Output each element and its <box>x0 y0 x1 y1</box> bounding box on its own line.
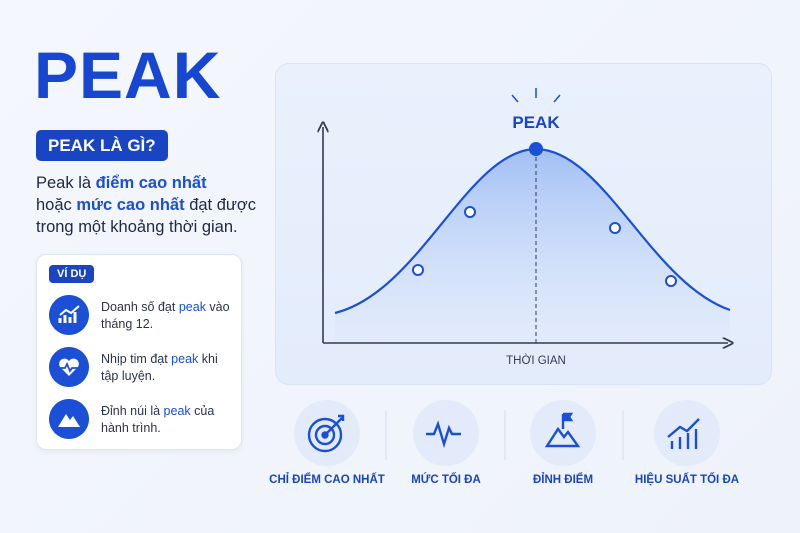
separators <box>385 410 624 460</box>
feature-label: HIỆU SUẤT TỐI ĐA <box>634 474 740 486</box>
definition: Peak là điểm cao nhất hoặc mức cao nhất … <box>36 172 266 238</box>
peak-point <box>529 142 543 156</box>
feature-label: CHỈ ĐIỂM CAO NHẤT <box>269 474 385 486</box>
highlight: peak <box>163 404 191 418</box>
title: PEAK <box>34 38 222 112</box>
text: Nhịp tim đạt <box>101 352 172 366</box>
x-axis-label: THỜI GIAN <box>506 354 566 367</box>
highlight: điểm cao nhất <box>95 174 207 192</box>
highlight: mức cao nhất <box>76 196 185 214</box>
text: Đỉnh núi là <box>101 404 164 418</box>
text: khi tập luyện. <box>101 352 218 383</box>
example-text: Đỉnh núi là peak của hành trình. <box>101 403 231 437</box>
heart-icon <box>49 347 89 387</box>
curve-area <box>335 149 730 343</box>
peak-rays <box>511 88 561 103</box>
icon-art <box>307 412 700 453</box>
highlight: peak <box>178 300 206 314</box>
mountain-icon <box>49 399 89 439</box>
feature-label: MỨC TỐI ĐA <box>411 474 481 486</box>
point <box>665 275 677 287</box>
point <box>609 222 621 234</box>
text: hoặc <box>36 196 77 214</box>
examples-card: VÍ DỤ Doanh số đạt peak vào tháng 12. Nh… <box>36 254 242 450</box>
example: Đỉnh núi là peak của hành trình. <box>49 399 234 443</box>
text: vào tháng 12. <box>101 300 230 331</box>
text: Peak là <box>36 174 96 192</box>
feature-icons <box>294 400 720 466</box>
text: đạt được trong một khoảng thời gian. <box>36 196 257 236</box>
point <box>464 206 476 218</box>
feature-label: ĐỈNH ĐIỂM <box>532 474 594 486</box>
example-text: Doanh số đạt peak vào tháng 12. <box>101 299 231 333</box>
text: của hành trình. <box>101 404 215 435</box>
peak-label: PEAK <box>512 113 560 132</box>
text: Doanh số đạt <box>101 300 179 314</box>
sales-icon <box>49 295 89 335</box>
curve-points <box>412 206 677 287</box>
highlight: peak <box>171 352 199 366</box>
examples-label: VÍ DỤ <box>49 265 95 283</box>
example: Doanh số đạt peak vào tháng 12. <box>49 295 234 339</box>
example: Nhịp tim đạt peak khi tập luyện. <box>49 347 234 391</box>
example-text: Nhịp tim đạt peak khi tập luyện. <box>101 351 231 385</box>
badge: PEAK LÀ GÌ? <box>36 130 168 161</box>
point <box>412 264 424 276</box>
